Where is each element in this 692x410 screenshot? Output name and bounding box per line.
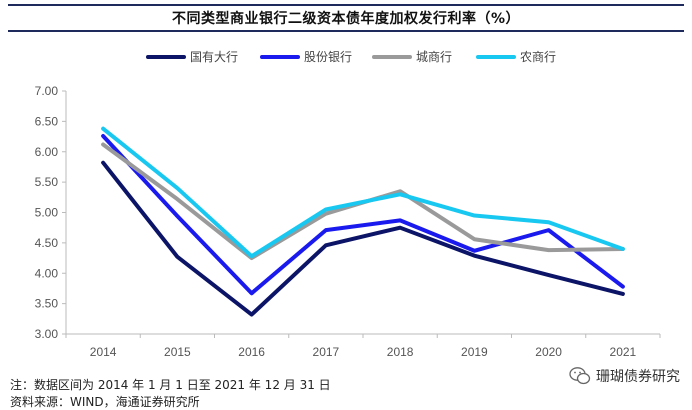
legend-label: 股份银行 [304, 50, 352, 64]
y-tick-label: 5.50 [35, 175, 59, 189]
y-tick-label: 6.50 [35, 114, 59, 128]
series-line [101, 126, 625, 259]
legend-label: 城商行 [416, 49, 452, 64]
wechat-icon [569, 367, 591, 385]
legend-item: 城商行 [372, 49, 452, 64]
series-line [101, 133, 625, 296]
x-tick-label: 2017 [313, 345, 340, 359]
y-tick-label: 3.00 [35, 327, 59, 341]
legend-item: 股份银行 [260, 50, 352, 64]
legend: 国有大行 股份银行 城商行 农商行 [146, 49, 556, 64]
axes: 3.00 3.50 4.00 4.50 5.00 5.50 6.00 6.50 7.00 2014… [35, 84, 661, 359]
legend-item: 农商行 [476, 49, 556, 64]
line-chart: 国有大行 股份银行 城商行 农商行 3.00 3.50 4.00 4.50 5.00 5.50 6… [35, 49, 661, 359]
footnote-period: 注：数据区间为 2014 年 1 月 1 日至 2021 年 12 月 31 日 [10, 378, 331, 392]
y-tick-label: 4.50 [35, 236, 59, 250]
chart-title: 不同类型商业银行二级资本债年度加权发行利率（%） [171, 11, 521, 27]
y-tick-label: 6.00 [35, 145, 59, 159]
brand-watermark: 珊瑚债券研究 [569, 366, 680, 386]
x-tick-label: 2014 [90, 345, 117, 359]
brand-name: 珊瑚债券研究 [596, 369, 680, 385]
legend-item: 国有大行 [146, 50, 238, 64]
chart-title-bar: 不同类型商业银行二级资本债年度加权发行利率（%） [8, 4, 684, 32]
y-tick-label: 3.50 [35, 297, 59, 311]
x-tick-label: 2018 [387, 345, 414, 359]
y-tick-label: 5.00 [35, 206, 59, 220]
series-group [101, 126, 625, 317]
x-tick-label: 2019 [461, 345, 488, 359]
y-tick-label: 7.00 [35, 84, 59, 98]
x-tick-label: 2020 [535, 345, 562, 359]
x-tick-label: 2015 [164, 345, 191, 359]
x-tick-label: 2021 [610, 345, 637, 359]
legend-label: 国有大行 [190, 50, 238, 64]
footnote-source: 资料来源：WIND，海通证券研究所 [10, 395, 200, 409]
legend-label: 农商行 [520, 49, 556, 64]
series-line [101, 160, 625, 317]
x-tick-label: 2016 [238, 345, 265, 359]
y-tick-label: 4.00 [35, 266, 59, 280]
